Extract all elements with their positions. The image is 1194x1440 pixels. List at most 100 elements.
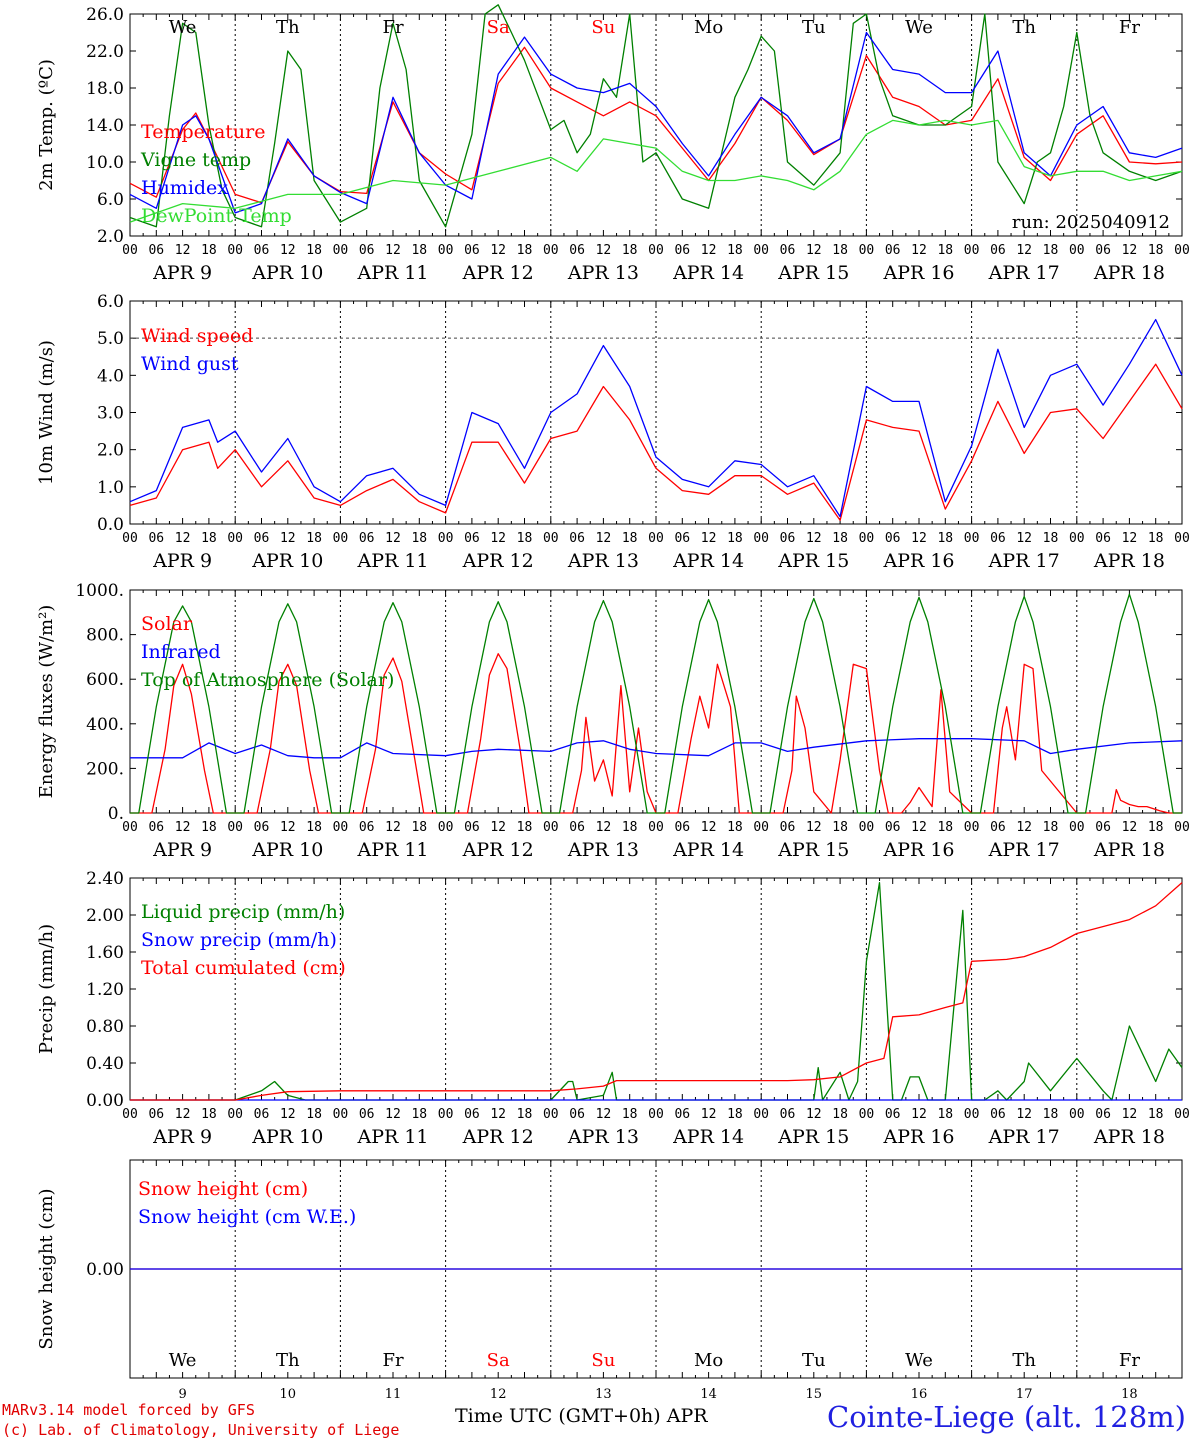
hour-tick-label: 06: [990, 1107, 1006, 1122]
day-number-label: 14: [700, 1387, 717, 1400]
hour-tick-label: 00: [1174, 1107, 1190, 1122]
hour-tick-label: 18: [727, 531, 743, 546]
hour-tick-label: 18: [1148, 531, 1164, 546]
y-tick-label: 3.0: [97, 404, 124, 424]
hour-tick-label: 18: [201, 531, 217, 546]
hour-tick-label: 12: [596, 1107, 612, 1122]
hour-tick-label: 18: [517, 243, 533, 258]
hour-tick-label: 06: [885, 820, 901, 835]
hour-tick-label: 00: [1174, 820, 1190, 835]
y-tick-label: 0.00: [86, 1260, 124, 1280]
hour-tick-label: 06: [1095, 531, 1111, 546]
date-label: APR 11: [356, 839, 428, 861]
weekday-label: Fr: [382, 17, 403, 38]
date-label: APR 18: [1093, 262, 1165, 284]
hour-tick-label: 00: [543, 820, 559, 835]
hour-tick-label: 06: [780, 1107, 796, 1122]
hour-tick-label: 18: [832, 820, 848, 835]
hour-tick-label: 00: [753, 820, 769, 835]
hour-tick-label: 06: [464, 531, 480, 546]
y-tick-label: 0.40: [86, 1054, 124, 1074]
y-axis-label: 10m Wind (m/s): [36, 340, 57, 485]
hour-tick-label: 12: [1122, 531, 1138, 546]
hour-tick-label: 12: [1122, 1107, 1138, 1122]
hour-tick-label: 18: [306, 531, 322, 546]
weekday-label: Th: [276, 1350, 300, 1371]
hour-tick-label: 00: [1069, 243, 1085, 258]
hour-tick-label: 06: [674, 1107, 690, 1122]
hour-tick-label: 00: [122, 820, 138, 835]
date-label: APR 12: [462, 1126, 534, 1148]
hour-tick-label: 12: [806, 820, 822, 835]
hour-tick-label: 06: [254, 243, 270, 258]
hour-tick-label: 06: [674, 531, 690, 546]
date-label: APR 14: [672, 839, 744, 861]
legend-entry-snow-precip-mm-h-: Snow precip (mm/h): [141, 929, 337, 951]
hour-tick-label: 06: [359, 243, 375, 258]
hour-tick-label: 12: [280, 820, 296, 835]
hour-tick-label: 12: [490, 820, 506, 835]
date-label: APR 10: [251, 262, 323, 284]
hour-tick-label: 06: [254, 820, 270, 835]
weekday-label: Fr: [1119, 17, 1140, 38]
hour-tick-label: 00: [227, 820, 243, 835]
legend-entry-dewpoint-temp: DewPoint Temp: [141, 205, 292, 227]
weekday-label: Mo: [694, 1350, 723, 1371]
hour-tick-label: 00: [227, 531, 243, 546]
date-label: APR 16: [882, 550, 954, 572]
day-number-label: 13: [595, 1387, 612, 1400]
hour-tick-label: 06: [569, 531, 585, 546]
hour-tick-label: 18: [411, 1107, 427, 1122]
hour-tick-label: 00: [543, 243, 559, 258]
hour-tick-label: 00: [227, 243, 243, 258]
hour-tick-label: 12: [490, 1107, 506, 1122]
hour-tick-label: 06: [569, 243, 585, 258]
weekday-label: We: [905, 17, 933, 38]
hour-tick-label: 00: [648, 1107, 664, 1122]
hour-tick-label: 00: [1069, 820, 1085, 835]
hour-tick-label: 06: [148, 1107, 164, 1122]
model-credits: MARv3.14 model forced by GFS (c) Lab. of…: [2, 1400, 399, 1440]
hour-tick-label: 06: [885, 1107, 901, 1122]
date-label: APR 9: [152, 839, 212, 861]
hour-tick-label: 18: [727, 243, 743, 258]
legend-entry-liquid-precip-mm-h-: Liquid precip (mm/h): [141, 901, 345, 923]
y-tick-label: 5.0: [97, 329, 124, 349]
day-number-label: 11: [385, 1387, 402, 1400]
credit-line: (c) Lab. of Climatology, University of L…: [2, 1421, 400, 1439]
y-tick-label: 2.0: [97, 441, 124, 461]
weekday-label: Sa: [487, 1350, 510, 1371]
y-tick-label: 26.0: [86, 5, 124, 25]
series-line-solar: [130, 653, 1182, 814]
hour-tick-label: 18: [727, 1107, 743, 1122]
series-line-wind-speed: [129, 363, 1183, 521]
series-line-total-cumulated-cm-: [130, 882, 1183, 1101]
hour-tick-label: 12: [806, 1107, 822, 1122]
hour-tick-label: 06: [780, 243, 796, 258]
weekday-label: Tu: [802, 1350, 826, 1371]
y-tick-label: 400.: [86, 715, 124, 735]
y-axis-label: Snow height (cm): [36, 1188, 57, 1349]
run-annotation: run: 2025040912: [1012, 212, 1170, 233]
panel-2: 0.0 1.0 2.0 3.0 4.0 5.0 6.0 10m Wind (m/s) Wind …: [36, 292, 1190, 572]
y-tick-label: 1.20: [86, 980, 124, 1000]
hour-tick-label: 00: [1069, 531, 1085, 546]
date-label: APR 14: [672, 1126, 744, 1148]
hour-tick-label: 18: [937, 243, 953, 258]
series-line-wind-gust: [129, 318, 1183, 518]
legend-entry-wind-speed: Wind speed: [141, 325, 253, 347]
hour-tick-label: 12: [385, 531, 401, 546]
date-label: APR 13: [567, 550, 639, 572]
hour-tick-label: 18: [1148, 1107, 1164, 1122]
date-label: APR 11: [356, 550, 428, 572]
hour-tick-label: 12: [1016, 531, 1032, 546]
y-tick-label: 6.0: [97, 292, 124, 312]
weekday-label: Su: [591, 1350, 615, 1371]
date-label: APR 9: [152, 262, 212, 284]
date-label: APR 18: [1093, 550, 1165, 572]
legend-entry-humidex: Humidex: [141, 177, 228, 199]
y-tick-label: 1.0: [97, 478, 124, 498]
day-number-label: 10: [280, 1387, 297, 1400]
legend-entry-infrared: Infrared: [141, 641, 221, 663]
hour-tick-label: 18: [201, 820, 217, 835]
